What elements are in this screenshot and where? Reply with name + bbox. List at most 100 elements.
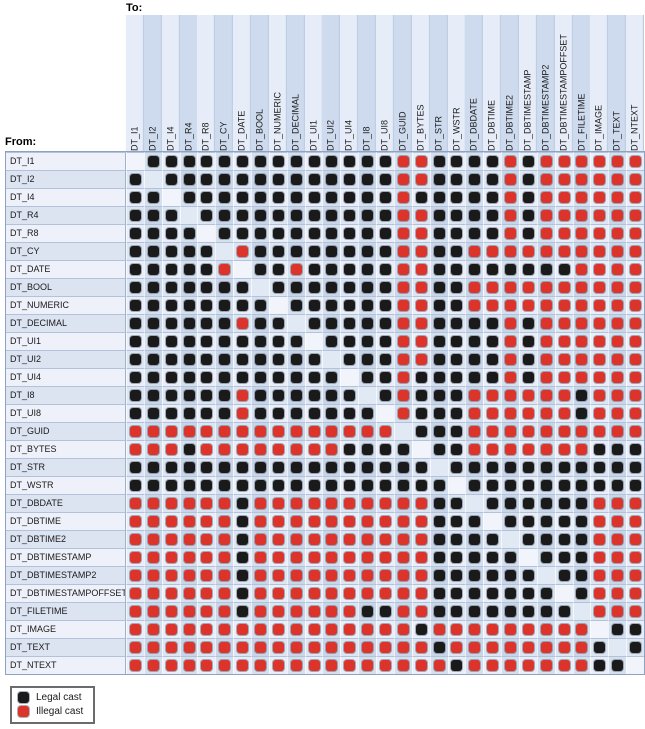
matrix-cell-same-type <box>143 170 162 188</box>
matrix-cell <box>215 278 234 296</box>
matrix-cell <box>251 584 269 602</box>
legal-cast-dot <box>254 210 266 221</box>
illegal-cast-dot <box>326 570 338 581</box>
legal-cast-dot <box>487 534 499 545</box>
matrix-cell <box>143 548 162 566</box>
legal-cast-dot <box>487 606 499 617</box>
matrix-cell <box>215 584 234 602</box>
illegal-cast-dot <box>308 498 320 509</box>
matrix-cell <box>143 386 162 404</box>
matrix-cell <box>126 620 144 638</box>
matrix-cell <box>429 440 448 458</box>
matrix-cell <box>465 314 484 332</box>
illegal-cast-dot <box>308 534 320 545</box>
illegal-cast-dot <box>129 534 141 545</box>
illegal-cast-dot <box>326 426 338 437</box>
illegal-cast-dot <box>469 408 481 419</box>
matrix-cell <box>447 548 466 566</box>
matrix-cell-same-type <box>179 206 198 224</box>
matrix-cell <box>608 656 627 674</box>
matrix-cell <box>268 422 287 440</box>
legal-cast-dot <box>379 390 391 401</box>
matrix-cell <box>393 170 412 188</box>
legal-cast-dot <box>433 192 445 203</box>
illegal-cast-dot <box>415 210 427 221</box>
matrix-cell <box>358 602 377 620</box>
legal-cast-dot <box>237 552 249 563</box>
illegal-cast-dot <box>415 588 427 599</box>
illegal-cast-dot <box>165 642 177 653</box>
illegal-cast-dot <box>147 444 159 455</box>
matrix-cell <box>608 188 627 206</box>
matrix-cell <box>572 638 591 656</box>
illegal-cast-dot <box>630 570 642 581</box>
matrix-cell <box>179 242 198 260</box>
matrix-cell <box>286 422 305 440</box>
illegal-cast-dot <box>505 408 517 419</box>
cast-matrix: DT_I1 DT_I2 DT_I4 DT_R4 DT_R8 DT_CY DT_DATE DT_… <box>5 151 645 675</box>
illegal-cast-dot <box>594 300 606 311</box>
matrix-cell <box>358 296 377 314</box>
matrix-cell <box>590 566 609 584</box>
matrix-cell <box>304 206 323 224</box>
matrix-cell <box>358 404 377 422</box>
illegal-cast-dot <box>254 444 266 455</box>
illegal-cast-dot <box>397 624 409 635</box>
illegal-cast-dot <box>415 534 427 545</box>
row-label: DT_R4 <box>6 206 126 224</box>
matrix-cell <box>340 224 359 242</box>
matrix-cell <box>358 260 377 278</box>
legal-cast-dot <box>165 228 177 239</box>
illegal-cast-dot <box>165 624 177 635</box>
illegal-cast-dot <box>540 210 552 221</box>
matrix-cell <box>215 260 234 278</box>
matrix-cell <box>322 602 341 620</box>
legal-cast-dot <box>237 480 249 491</box>
legal-cast-dot <box>219 300 231 311</box>
illegal-cast-dot <box>165 588 177 599</box>
matrix-cell <box>233 404 252 422</box>
legal-cast-dot <box>612 660 624 671</box>
illegal-cast-dot <box>469 642 481 653</box>
matrix-cell <box>608 350 627 368</box>
matrix-cell <box>197 656 216 674</box>
legal-cast-dot <box>147 318 159 329</box>
matrix-cell <box>447 422 466 440</box>
matrix-cell <box>161 638 180 656</box>
matrix-cell <box>197 314 216 332</box>
legal-cast-dot <box>540 462 552 473</box>
column-header: DT_I4 <box>161 15 180 151</box>
matrix-cell <box>590 602 609 620</box>
matrix-cell <box>304 494 323 512</box>
legal-cast-dot <box>451 174 463 185</box>
matrix-cell <box>626 422 644 440</box>
matrix-cell <box>286 602 305 620</box>
legend-item-illegal: Illegal cast <box>18 706 83 717</box>
matrix-cell <box>179 440 198 458</box>
matrix-cell <box>447 332 466 350</box>
matrix-cell <box>358 584 377 602</box>
legal-cast-dot <box>433 210 445 221</box>
illegal-cast-dot <box>522 408 534 419</box>
illegal-cast-dot <box>594 354 606 365</box>
matrix-cell <box>518 512 537 530</box>
matrix-cell <box>483 152 502 170</box>
illegal-cast-dot <box>326 642 338 653</box>
matrix-cell <box>340 188 359 206</box>
legal-cast-dot <box>540 588 552 599</box>
illegal-cast-dot <box>290 498 302 509</box>
matrix-cell <box>393 332 412 350</box>
matrix-cell <box>286 206 305 224</box>
matrix-cell <box>393 638 412 656</box>
legal-cast-dot <box>308 408 320 419</box>
matrix-cell <box>126 350 144 368</box>
legal-cast-dot <box>201 372 213 383</box>
matrix-cell <box>143 494 162 512</box>
illegal-cast-dot <box>147 588 159 599</box>
matrix-cell <box>376 314 394 332</box>
matrix-cell <box>608 152 627 170</box>
matrix-cell <box>143 458 162 476</box>
legal-cast-dot <box>505 516 517 527</box>
illegal-cast-dot <box>487 624 499 635</box>
matrix-cell <box>179 656 198 674</box>
